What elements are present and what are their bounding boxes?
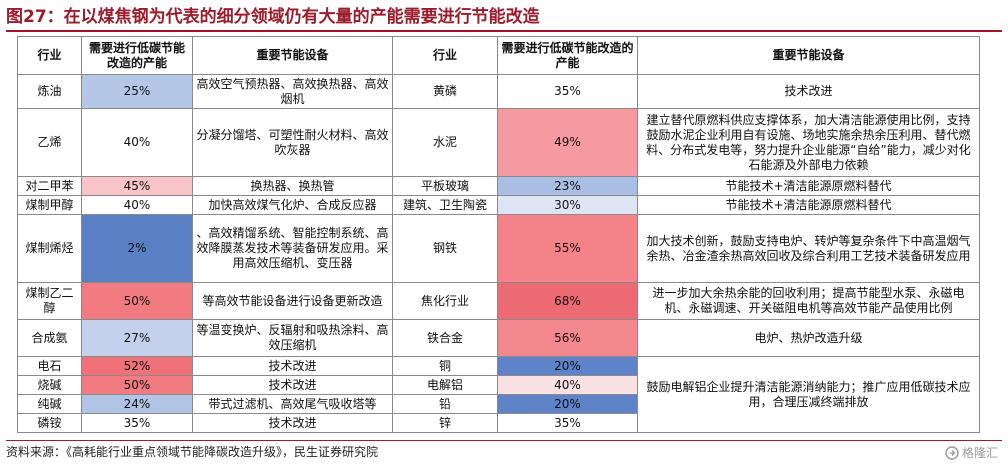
equipment-cell: 分凝分馏塔、可塑性耐火材料、高效吹灰器 [192,108,393,177]
capacity-cell: 35% [497,74,638,109]
industry-cell: 乙烯 [17,108,82,177]
equipment-cell: 等温变换炉、反辐射和吸热涂料、高效压缩机 [192,319,393,357]
industry-cell: 焦化行业 [392,282,498,320]
table-row: 煤制甲醇 40% 加快高效煤气化炉、合成反应器 建筑、卫生陶瓷 30% 节能技术+清洁能源… [17,195,980,215]
capacity-cell: 30% [497,195,638,215]
equipment-cell: 换热器、换热管 [192,176,393,196]
table-header-row: 行业 需要进行低碳节能改造的产能 重要节能设备 行业 需要进行低碳节能改造的产能… [17,36,980,75]
capacity-cell: 49% [497,108,638,177]
source-note: 资料来源：《高耗能行业重点领域节能降碳改造升级》，民生证券研究院 [6,445,379,459]
industry-cell: 煤制乙二醇 [17,282,82,320]
capacity-cell: 40% [497,375,638,395]
capacity-cell: 55% [497,214,638,283]
industry-cell: 锌 [392,413,498,433]
industry-cell: 电石 [17,356,82,376]
industry-cell: 钢铁 [392,214,498,283]
header-equipment-right: 重要节能设备 [637,36,980,75]
equipment-cell: 进一步加大余热余能的回收利用；提高节能型水泵、永磁电机、永磁调速、开关磁阻电机等… [637,282,980,320]
capacity-cell: 25% [81,74,193,109]
industry-cell: 炼油 [17,74,82,109]
industry-cell: 磷铵 [17,413,82,433]
industry-cell: 煤制烯烃 [17,214,82,283]
watermark-logo-icon [945,445,959,460]
capacity-cell: 50% [81,375,193,395]
merged-equipment-cell: 鼓励电解铝企业提升清洁能源消纳能力；推广应用低碳技术应用，合理压减终端排放 [637,356,980,433]
watermark-text: 格隆汇 [961,446,998,460]
capacity-cell: 20% [497,394,638,414]
equipment-cell: 带式过滤机、高效尾气吸收塔等 [192,394,393,414]
equipment-cell: 节能技术+清洁能源原燃料替代 [637,176,980,196]
capacity-cell: 35% [497,413,638,433]
table-row: 磷铵 35% 技术改进锌 35% [17,413,980,433]
capacity-cell: 40% [81,195,193,215]
equipment-cell: 技术改进 [637,74,980,109]
figure-title: 图27：在以煤焦钢为代表的细分领域仍有大量的产能需要进行节能改造 [6,7,540,27]
equipment-cell: 、高效精馏系统、智能控制系统、高效降膜蒸发技术等装备研发应用。采用高效压缩机、变… [192,214,393,283]
equipment-cell: 节能技术+清洁能源原燃料替代 [637,195,980,215]
header-capacity-right: 需要进行低碳节能改造的产能 [497,36,638,75]
industry-cell: 铅 [392,394,498,414]
industry-cell: 铁合金 [392,319,498,357]
capacity-cell: 50% [81,282,193,320]
equipment-cell: 高效空气预热器、高效换热器、高效烟机 [192,74,393,109]
equipment-cell: 技术改进 [192,375,393,395]
industry-cell: 电解铝 [392,375,498,395]
industry-cell: 对二甲苯 [17,176,82,196]
capacity-cell: 56% [497,319,638,357]
capacity-cell: 68% [497,282,638,320]
equipment-cell: 技术改进 [192,356,393,376]
equipment-cell: 建立替代原燃料供应支撑体系，加大清洁能源使用比例，支持鼓励水泥企业利用自有设施、… [637,108,980,177]
table-row: 纯碱 24% 带式过滤机、高效尾气吸收塔等铅 20% [17,394,980,414]
capacity-cell: 35% [81,413,193,433]
equipment-cell: 等高效节能设备进行设备更新改造 [192,282,393,320]
watermark: 格隆汇 [945,444,998,461]
footer-rule [6,440,1002,441]
header-industry-right: 行业 [392,36,498,75]
table-row: 煤制烯烃 2% 、高效精馏系统、智能控制系统、高效降膜蒸发技术等装备研发应用。采用高… [17,214,980,283]
capacity-cell: 52% [81,356,193,376]
energy-table: 行业 需要进行低碳节能改造的产能 重要节能设备 行业 需要进行低碳节能改造的产能… [17,36,980,433]
capacity-cell: 20% [497,356,638,376]
industry-cell: 烧碱 [17,375,82,395]
table-row: 乙烯 40% 分凝分馏塔、可塑性耐火材料、高效吹灰器 水泥 49% 建立替代原燃料供应支撑… [17,108,980,177]
equipment-cell: 技术改进 [192,413,393,433]
capacity-cell: 40% [81,108,193,177]
table-row: 对二甲苯 45% 换热器、换热管 平板玻璃 23% 节能技术+清洁能源原燃料替代 [17,176,980,196]
equipment-cell: 加快高效煤气化炉、合成反应器 [192,195,393,215]
industry-cell: 平板玻璃 [392,176,498,196]
table-row: 煤制乙二醇 50% 等高效节能设备进行设备更新改造 焦化行业 68% 进一步加大余热余能的… [17,282,980,320]
capacity-cell: 24% [81,394,193,414]
header-equipment-left: 重要节能设备 [192,36,393,75]
table-row: 合成氨 27% 等温变换炉、反辐射和吸热涂料、高效压缩机 铁合金 56% 电炉、热炉改造升… [17,319,980,357]
industry-cell: 煤制甲醇 [17,195,82,215]
industry-cell: 合成氨 [17,319,82,357]
industry-cell: 黄磷 [392,74,498,109]
title-rule [6,30,1002,32]
capacity-cell: 23% [497,176,638,196]
capacity-cell: 45% [81,176,193,196]
capacity-cell: 2% [81,214,193,283]
equipment-cell: 加大技术创新，鼓励支持电炉、转炉等复杂条件下中高温烟气余热、冶金渣余热高效回收及… [637,214,980,283]
header-industry-left: 行业 [17,36,82,75]
table-row: 电石 52% 技术改进铜 20% 鼓励电解铝企业提升清洁能源消纳能力；推广应用低碳技术应… [17,356,980,433]
capacity-cell: 27% [81,319,193,357]
equipment-cell: 电炉、热炉改造升级 [637,319,980,357]
industry-cell: 铜 [392,356,498,376]
table-row: 炼油 25% 高效空气预热器、高效换热器、高效烟机 黄磷 35% 技术改进 [17,74,980,109]
industry-cell: 纯碱 [17,394,82,414]
industry-cell: 水泥 [392,108,498,177]
industry-cell: 建筑、卫生陶瓷 [392,195,498,215]
header-capacity-left: 需要进行低碳节能改造的产能 [81,36,193,75]
